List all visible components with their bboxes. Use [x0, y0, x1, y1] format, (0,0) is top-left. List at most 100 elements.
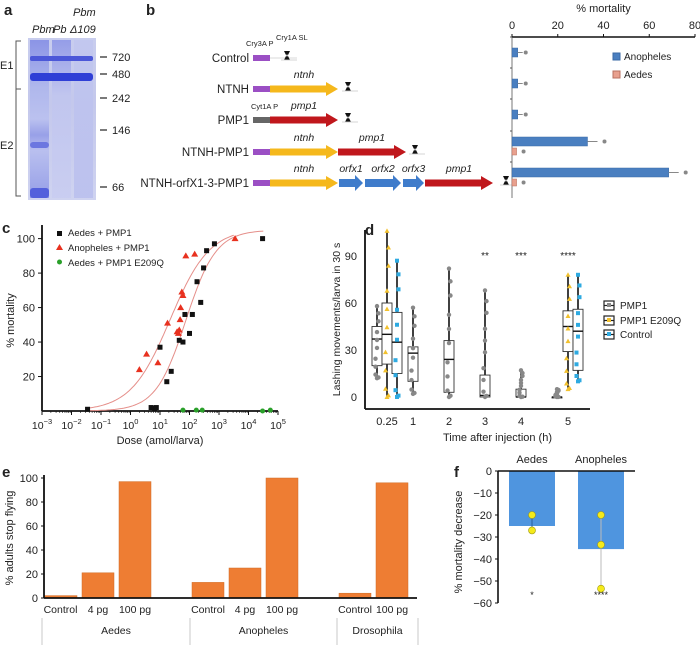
x-tick-label: 0 — [509, 20, 515, 32]
construct-name: NTNH-PMP1 — [182, 147, 249, 159]
box-control-box — [391, 311, 403, 374]
y-tick-label: 20 — [26, 569, 38, 581]
significance-marker: **** — [560, 251, 576, 262]
lane-label-1: Pbm — [32, 24, 55, 36]
data-point — [481, 377, 486, 383]
bar-anopheles — [511, 136, 588, 147]
gene-label: pmp1 — [358, 132, 385, 144]
data-point — [374, 337, 380, 343]
x-tick-exponent: 4 — [252, 417, 256, 426]
data-point — [482, 394, 488, 400]
data-point — [373, 364, 378, 369]
data-point-e209q — [199, 407, 205, 413]
data-point — [446, 394, 452, 400]
data-point — [445, 360, 450, 365]
data-point-aedes — [201, 265, 207, 271]
data-point — [410, 305, 416, 310]
x-tick-label: Control — [44, 604, 78, 616]
bar-anopheles — [511, 78, 518, 89]
data-point — [383, 386, 388, 391]
gene-label: ntnh — [294, 69, 315, 81]
legend-label-anopheles: Anopheles — [624, 52, 671, 63]
gene-arrow-orfx3 — [403, 175, 424, 191]
legend-swatch-aedes — [612, 70, 621, 79]
y-tick-label: 100 — [17, 234, 35, 246]
region-bracket-e1 — [15, 40, 21, 90]
box-e209q-box — [381, 302, 393, 365]
data-point — [393, 373, 398, 378]
terminator-icon — [345, 82, 351, 91]
data-point — [567, 283, 572, 289]
x-tick-label: 103 — [211, 417, 227, 432]
data-point — [482, 326, 488, 332]
gel-panel: Pbm Pbm Pb Δ109 720 480 242 146 66 E1 E2 — [0, 0, 140, 200]
data-point-aedes — [260, 236, 266, 242]
x-tick-exponent: 1 — [164, 417, 168, 426]
data-point — [565, 386, 571, 392]
y-tick-label: 100 — [20, 473, 38, 485]
gene-label: ntnh — [294, 132, 315, 144]
data-point — [567, 296, 572, 301]
legend-swatch — [607, 332, 611, 336]
x-tick-label: 40 — [597, 20, 609, 32]
data-point — [564, 355, 569, 361]
data-point — [386, 245, 391, 250]
y-tick-label: 60 — [23, 303, 35, 315]
bar-aedes-100pg — [118, 481, 152, 599]
data-point — [523, 50, 528, 55]
x-tick-label: 5 — [565, 416, 571, 428]
gene-label: orfx3 — [402, 163, 426, 175]
y-tick-label: 0 — [351, 392, 357, 404]
data-point-e209q — [180, 407, 186, 413]
significance-marker: * — [530, 590, 534, 600]
x-tick-label: 100 pg — [376, 604, 408, 616]
data-point — [383, 367, 388, 373]
data-point — [484, 298, 489, 304]
y-tick-label: 80 — [23, 268, 35, 280]
category-label: Aedes — [516, 454, 548, 466]
x-tick-label: 10−2 — [61, 417, 81, 432]
gene-arrow-ntnh — [270, 82, 338, 96]
fit-curve-anopheles — [86, 234, 234, 409]
data-point — [448, 279, 453, 284]
data-point — [384, 394, 390, 399]
box-pmp1-box — [407, 346, 419, 382]
data-point — [448, 293, 453, 298]
data-point — [574, 362, 579, 367]
y-tick-label: 20 — [23, 372, 35, 384]
data-point-aedes — [204, 248, 210, 254]
data-point — [446, 340, 452, 346]
data-point-e209q — [267, 407, 273, 413]
data-point-aedes — [198, 299, 204, 305]
gene-label: orfx2 — [371, 163, 395, 175]
bar-anopheles — [511, 47, 518, 58]
group-label: Aedes — [101, 625, 131, 637]
data-point-aedes — [164, 379, 170, 385]
y-axis-title: % adults stop flying — [4, 491, 16, 586]
data-point — [564, 368, 569, 373]
data-point — [518, 394, 524, 400]
x-tick-label: 10−1 — [91, 417, 111, 432]
promoter-label: Cyt1A P — [251, 102, 278, 111]
data-point — [576, 379, 580, 384]
data-point — [597, 584, 605, 593]
legend-label: Anopheles + PMP1 — [68, 243, 150, 254]
gene-arrow-pmp1 — [425, 176, 493, 190]
data-point — [521, 149, 526, 154]
significance-marker: ** — [481, 251, 489, 262]
x-tick-label: Control — [191, 604, 225, 616]
data-point-aedes — [180, 339, 186, 345]
data-point — [564, 380, 569, 386]
promoter-block — [253, 55, 270, 61]
data-point-anopheles — [176, 316, 184, 323]
panel-label-c: c — [2, 220, 11, 237]
data-point — [481, 366, 486, 371]
data-point-aedes — [85, 406, 91, 412]
data-point-aedes — [168, 368, 174, 374]
data-point — [517, 387, 522, 393]
y-tick-label: −20 — [473, 510, 492, 522]
data-point — [683, 170, 688, 175]
x-tick-exponent: −2 — [73, 417, 82, 426]
data-point-anopheles — [182, 252, 190, 259]
data-point-aedes — [182, 311, 188, 317]
